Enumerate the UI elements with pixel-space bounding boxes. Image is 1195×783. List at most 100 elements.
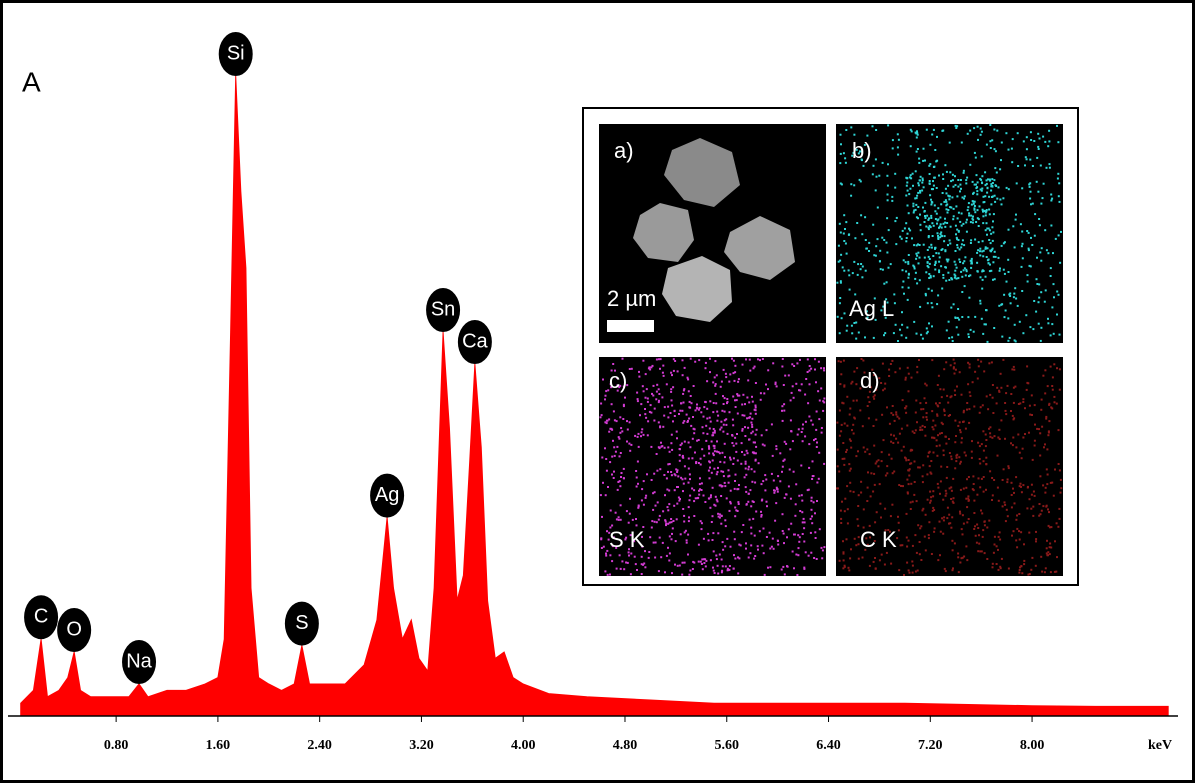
map-dot <box>733 379 736 382</box>
map-dot <box>793 533 795 536</box>
map-dot <box>658 514 661 517</box>
map-dot <box>866 486 869 489</box>
map-dot <box>734 480 736 482</box>
map-dot <box>797 428 800 431</box>
map-dot <box>716 500 719 503</box>
map-dot <box>749 552 752 555</box>
map-dot <box>987 227 990 230</box>
map-dot <box>746 452 749 455</box>
map-dot <box>659 468 662 471</box>
map-dot <box>615 567 618 570</box>
map-dot <box>732 444 735 447</box>
map-dot <box>915 332 918 335</box>
map-dot <box>737 488 740 491</box>
map-dot <box>973 405 976 408</box>
map-dot <box>599 494 602 497</box>
map-dot <box>1046 448 1049 451</box>
map-dot <box>929 274 932 277</box>
map-dot <box>843 565 846 568</box>
map-dot <box>726 569 729 572</box>
map-dot <box>625 510 628 513</box>
map-dot <box>1023 559 1026 562</box>
map-dot <box>700 489 703 491</box>
map-dot <box>927 226 930 229</box>
map-dot <box>966 402 969 404</box>
map-dot <box>933 176 936 179</box>
map-dot <box>799 510 802 512</box>
map-dot <box>860 491 863 494</box>
map-dot <box>804 393 807 396</box>
map-dot <box>716 564 719 567</box>
map-dot <box>711 486 714 489</box>
map-dot <box>886 193 889 196</box>
map-dot <box>951 539 954 542</box>
map-dot <box>662 425 665 428</box>
map-dot <box>920 559 923 561</box>
map-dot <box>839 360 842 363</box>
map-dot <box>960 243 963 246</box>
map-dot <box>902 485 904 488</box>
map-dot <box>917 243 919 246</box>
map-dot <box>950 498 953 500</box>
map-dot <box>963 451 966 454</box>
map-dot <box>773 491 776 494</box>
map-dot <box>967 499 970 502</box>
map-dot <box>636 569 638 571</box>
map-dot <box>988 427 990 430</box>
map-dot <box>1045 417 1048 420</box>
map-dot <box>880 516 882 519</box>
map-dot <box>781 470 783 473</box>
map-dot <box>982 460 985 463</box>
map-dot <box>1042 182 1045 185</box>
map-dot <box>943 200 946 203</box>
map-dot <box>982 270 985 272</box>
map-dot <box>905 459 908 462</box>
panel-tag: a) <box>614 138 634 163</box>
map-dot <box>951 336 954 339</box>
map-dot <box>697 462 700 464</box>
map-dot <box>1042 135 1045 138</box>
map-dot <box>1059 491 1062 494</box>
map-dot <box>744 462 747 465</box>
map-dot <box>843 463 846 466</box>
map-dot <box>922 416 925 419</box>
map-dot <box>818 451 821 454</box>
map-dot <box>679 533 682 536</box>
map-dot <box>623 568 626 571</box>
map-dot <box>974 156 977 159</box>
map-dot <box>663 446 666 449</box>
map-dot <box>989 179 992 182</box>
map-dot <box>802 517 805 520</box>
map-dot <box>775 486 778 489</box>
map-dot <box>709 371 711 374</box>
map-dot <box>918 279 921 282</box>
map-dot <box>901 229 904 232</box>
map-dot <box>937 252 940 255</box>
map-dot <box>666 506 669 509</box>
map-dot <box>687 378 690 381</box>
map-dot <box>748 438 751 441</box>
map-dot <box>763 444 766 447</box>
map-dot <box>708 452 711 455</box>
map-dot <box>1047 434 1050 437</box>
map-dot <box>993 327 996 329</box>
map-dot <box>1011 138 1014 141</box>
map-dot <box>717 414 720 417</box>
map-dot <box>897 441 900 444</box>
map-dot <box>951 278 954 281</box>
map-dot <box>1015 297 1018 300</box>
map-dot <box>767 566 769 569</box>
map-dot <box>1004 409 1007 412</box>
map-dot <box>776 539 779 542</box>
map-dot <box>620 427 623 430</box>
map-dot <box>985 456 988 459</box>
map-dot <box>1031 202 1034 205</box>
map-dot <box>954 441 957 444</box>
map-dot <box>971 180 974 183</box>
map-dot <box>1026 507 1029 510</box>
map-dot <box>846 424 849 427</box>
map-dot <box>1030 568 1033 571</box>
map-dot <box>774 381 777 384</box>
map-dot <box>939 388 942 391</box>
map-dot <box>964 256 967 259</box>
